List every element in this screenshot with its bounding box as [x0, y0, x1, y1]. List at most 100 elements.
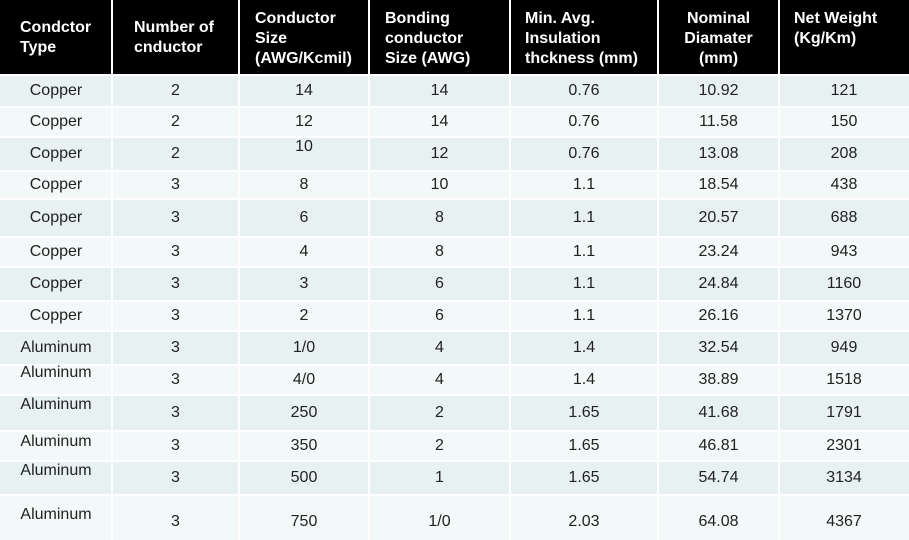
header-number-of-conductor-label: Number of cnductor	[134, 19, 214, 56]
cell-number-of-conductor: 3	[171, 275, 180, 292]
cell-bonding-size: 1/0	[428, 513, 451, 530]
cell-net-weight: 4367	[826, 513, 862, 530]
cell-insulation-thickness: 1.1	[572, 275, 596, 292]
cell-conductor-type: Copper	[29, 275, 83, 292]
table-row: Aluminum 3 4/0 4 1.4 38.89 1518	[0, 364, 909, 394]
column-divider	[238, 0, 240, 540]
cell-net-weight: 1791	[826, 404, 862, 421]
cell-conductor-size: 4	[299, 243, 309, 260]
table-row: Copper 3 4 8 1.1 23.24 943	[0, 238, 909, 266]
cell-bonding-size: 2	[435, 404, 444, 421]
cell-net-weight: 1370	[826, 307, 862, 324]
header-insulation-thickness: Min. Avg. Insulation thckness (mm)	[510, 0, 658, 74]
cell-conductor-type: Copper	[29, 307, 83, 324]
column-divider	[778, 0, 780, 540]
cell-net-weight: 1160	[826, 275, 862, 292]
cell-conductor-size: 6	[299, 209, 309, 226]
table-row: Copper 3 2 6 1.1 26.16 1370	[0, 302, 909, 330]
cell-number-of-conductor: 3	[171, 404, 180, 421]
cell-number-of-conductor: 3	[171, 339, 180, 356]
cell-conductor-size: 1/0	[292, 339, 316, 356]
cell-conductor-size: 250	[290, 404, 318, 421]
header-conductor-type: Condctor Type	[0, 0, 112, 74]
header-number-of-conductor: Number of cnductor	[112, 0, 239, 74]
cell-conductor-size: 2	[299, 307, 309, 324]
cell-nominal-diameter: 64.08	[698, 513, 739, 530]
cell-net-weight: 208	[830, 145, 858, 162]
table-row: Aluminum 3 350 2 1.65 46.81 2301	[0, 432, 909, 460]
cell-conductor-type: Copper	[29, 145, 83, 162]
cell-bonding-size: 12	[430, 145, 449, 162]
header-conductor-size: Conductor Size (AWG/Kcmil)	[239, 0, 369, 74]
cell-bonding-size: 1	[435, 469, 444, 486]
header-nominal-diameter: Nominal Diamater (mm)	[658, 0, 779, 74]
cell-number-of-conductor: 3	[171, 513, 180, 530]
cell-conductor-type: Aluminum	[20, 433, 92, 450]
table-row: Copper 2 14 14 0.76 10.92 121	[0, 76, 909, 106]
cell-net-weight: 2301	[826, 437, 862, 454]
cell-conductor-size: 10	[295, 138, 313, 155]
cell-number-of-conductor: 3	[171, 307, 180, 324]
cell-conductor-size: 350	[290, 437, 318, 454]
cell-number-of-conductor: 3	[171, 437, 180, 454]
table-row: Copper 3 6 8 1.1 20.57 688	[0, 200, 909, 236]
cell-nominal-diameter: 54.74	[698, 469, 739, 486]
cell-conductor-size: 12	[295, 113, 313, 130]
table-row: Copper 2 10 12 0.76 13.08 208	[0, 138, 909, 170]
cell-conductor-type: Copper	[29, 176, 83, 193]
column-divider	[509, 0, 511, 540]
cell-number-of-conductor: 2	[171, 82, 180, 99]
header-conductor-type-label: Condctor Type	[20, 19, 92, 56]
cell-conductor-type: Copper	[29, 209, 83, 226]
cell-nominal-diameter: 26.16	[698, 307, 739, 324]
table-row: Copper 3 3 6 1.1 24.84 1160	[0, 268, 909, 300]
cell-insulation-thickness: 1.4	[572, 339, 596, 356]
cell-conductor-type: Aluminum	[20, 396, 92, 413]
cell-nominal-diameter: 20.57	[698, 209, 739, 226]
table-row: Copper 3 8 10 1.1 18.54 438	[0, 172, 909, 198]
cell-number-of-conductor: 3	[171, 371, 180, 388]
cell-number-of-conductor: 2	[171, 145, 180, 162]
cell-bonding-size: 14	[430, 82, 449, 99]
cell-conductor-size: 14	[295, 82, 313, 99]
header-net-weight-label: Net Weight (Kg/Km)	[794, 10, 878, 47]
cell-net-weight: 3134	[826, 469, 862, 486]
cell-nominal-diameter: 11.58	[699, 113, 738, 130]
cell-conductor-size: 750	[290, 513, 318, 530]
cell-insulation-thickness: 1.65	[568, 437, 600, 454]
cell-conductor-type: Aluminum	[20, 364, 92, 381]
cell-insulation-thickness: 1.65	[568, 404, 600, 421]
cell-insulation-thickness: 1.1	[572, 176, 596, 193]
cell-number-of-conductor: 3	[171, 176, 180, 193]
cell-insulation-thickness: 1.1	[572, 209, 596, 226]
table-row: Aluminum 3 1/0 4 1.4 32.54 949	[0, 332, 909, 364]
cell-conductor-size: 500	[290, 469, 318, 486]
cell-insulation-thickness: 0.76	[568, 113, 600, 130]
table-row: Aluminum 3 750 1/0 2.03 64.08 4367	[0, 496, 909, 540]
cell-number-of-conductor: 3	[171, 469, 180, 486]
cell-nominal-diameter: 10.92	[698, 82, 739, 99]
header-conductor-size-label: Conductor Size (AWG/Kcmil)	[255, 10, 352, 67]
cell-nominal-diameter: 23.24	[698, 243, 739, 260]
cell-bonding-size: 6	[435, 307, 444, 324]
cell-bonding-size: 6	[435, 275, 444, 292]
cell-net-weight: 688	[830, 209, 858, 226]
cell-conductor-type: Aluminum	[20, 339, 92, 356]
cell-insulation-thickness: 0.76	[568, 145, 600, 162]
cell-bonding-size: 2	[435, 437, 444, 454]
cell-number-of-conductor: 3	[171, 209, 180, 226]
header-bonding-conductor-size: Bonding conductor Size (AWG)	[369, 0, 510, 74]
cell-number-of-conductor: 3	[171, 243, 180, 260]
cell-insulation-thickness: 0.76	[568, 82, 600, 99]
table-row: Aluminum 3 500 1 1.65 54.74 3134	[0, 462, 909, 494]
cell-conductor-size: 3	[299, 275, 309, 292]
table-row: Aluminum 3 250 2 1.65 41.68 1791	[0, 396, 909, 430]
cell-bonding-size: 8	[435, 243, 444, 260]
cell-insulation-thickness: 2.03	[568, 513, 600, 530]
cell-nominal-diameter: 32.54	[698, 339, 739, 356]
cell-insulation-thickness: 1.1	[572, 307, 596, 324]
cell-net-weight: 943	[830, 243, 858, 260]
header-bonding-conductor-size-label: Bonding conductor Size (AWG)	[385, 10, 471, 67]
header-nominal-diameter-label: Nominal Diamater (mm)	[684, 10, 753, 67]
